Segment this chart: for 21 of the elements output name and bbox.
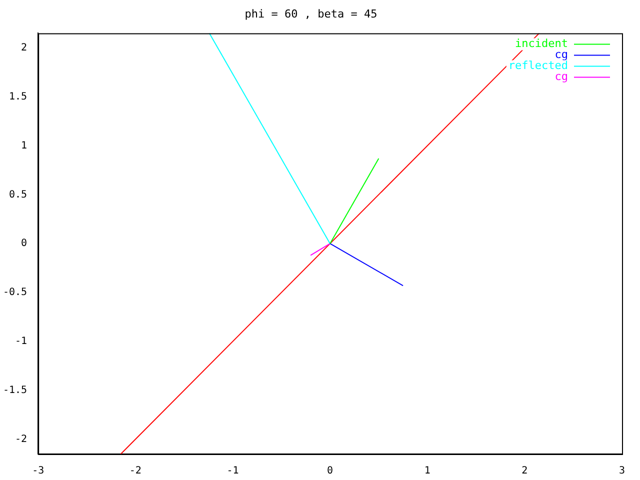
x-tick-label: -1 <box>226 466 239 477</box>
y-tick-label: -1.5 <box>2 384 28 396</box>
legend-label: incident <box>515 37 568 50</box>
y-tick-label: -0.5 <box>2 287 28 298</box>
y-tick-label: 1.5 <box>9 91 28 102</box>
legend-label: reflected <box>508 59 568 72</box>
y-tick-label: -1 <box>15 336 28 348</box>
legend-label: cg <box>554 70 568 84</box>
y-tick-label: 0.5 <box>9 189 28 200</box>
y-tick-label: 2 <box>21 42 28 54</box>
x-tick-label: 1 <box>424 466 430 477</box>
y-tick-label: 1 <box>21 140 28 152</box>
x-tick-label: 2 <box>522 466 528 477</box>
legend-label: cg <box>554 48 568 62</box>
y-tick-label: -2 <box>15 434 28 445</box>
chart-title: phi = 60 , beta = 45 <box>244 7 378 20</box>
y-tick-label: 0 <box>21 238 28 250</box>
x-tick-label: 0 <box>327 466 334 477</box>
x-tick-label: -2 <box>129 466 142 477</box>
x-tick-label: -3 <box>32 466 44 477</box>
x-tick-label: 3 <box>618 466 626 477</box>
